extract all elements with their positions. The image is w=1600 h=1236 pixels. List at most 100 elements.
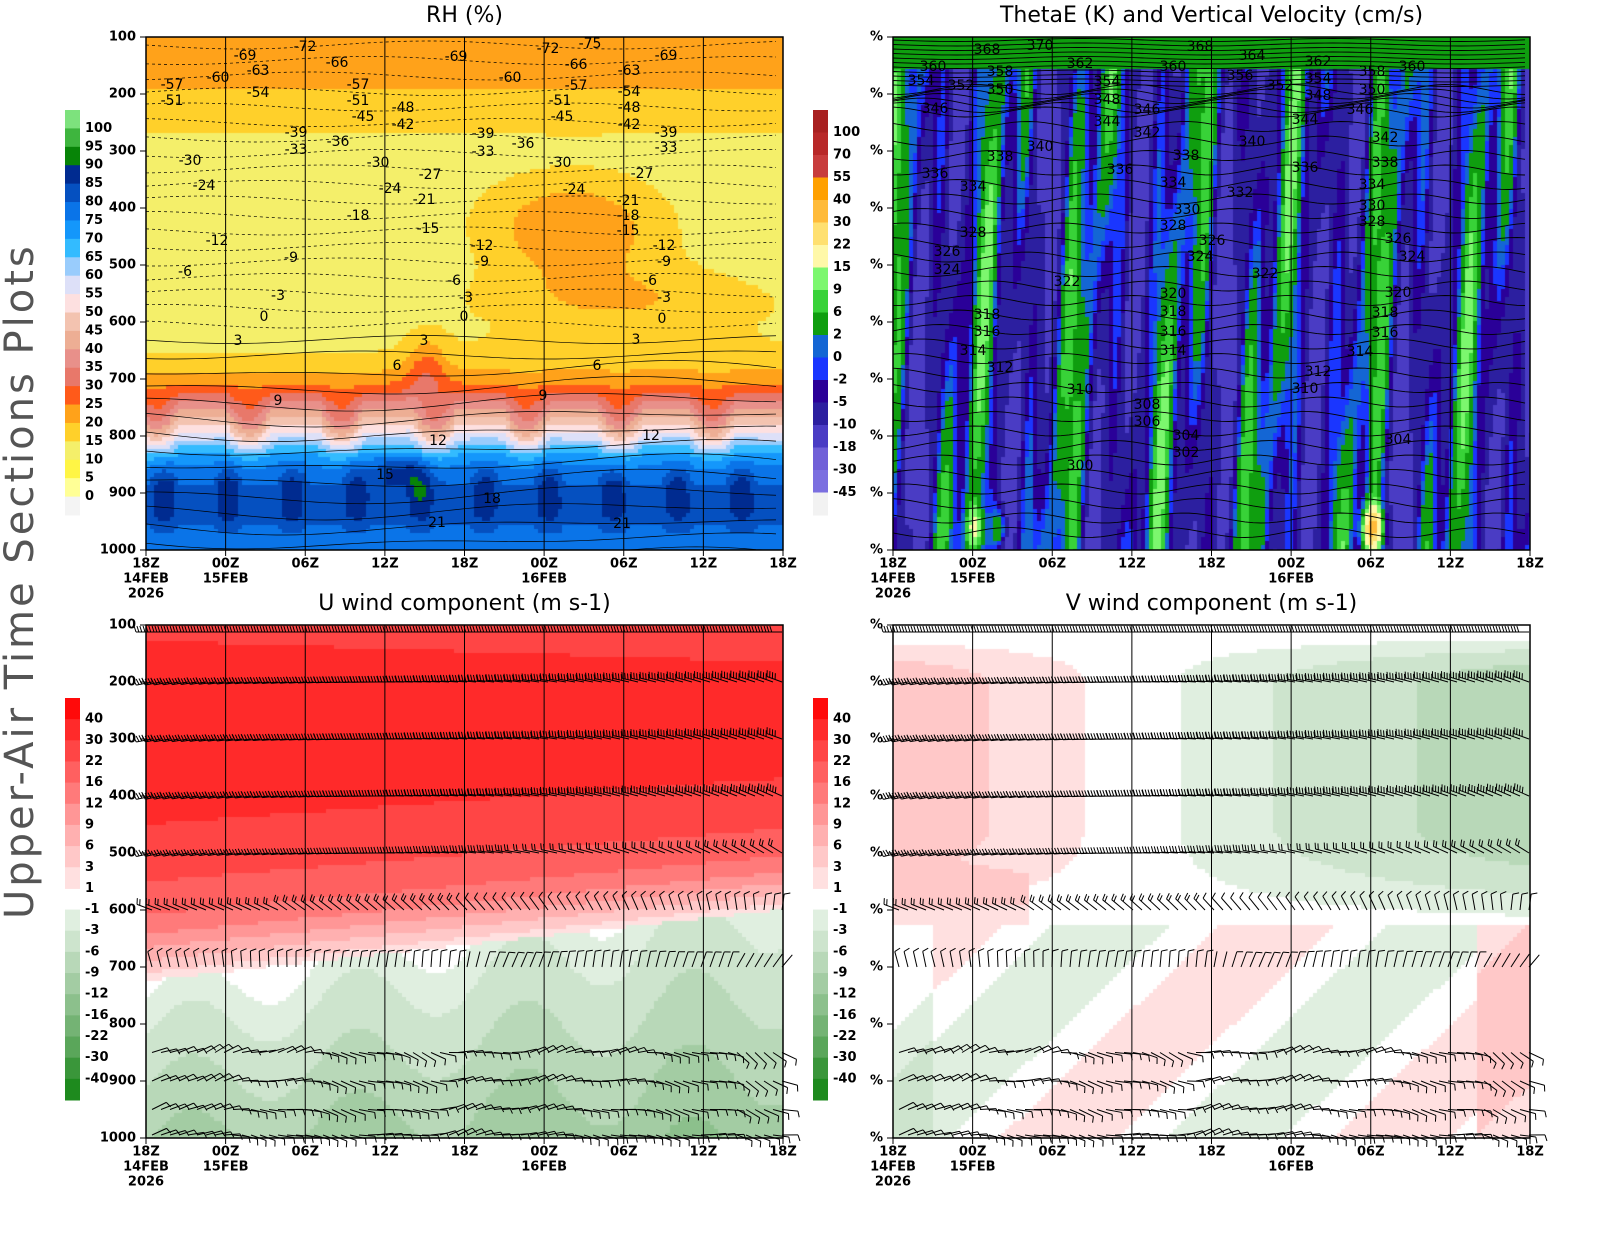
thetae-contour-line (892, 222, 1526, 234)
barb-flag (379, 846, 383, 853)
barb-flag (1366, 625, 1370, 633)
barb-flag (766, 783, 769, 790)
wind-barb (178, 1046, 199, 1053)
barb-flag (883, 625, 887, 633)
barb-flag (437, 1112, 439, 1119)
barb-flag (180, 678, 185, 685)
colorbar-swatch (813, 245, 828, 268)
barb-flag (406, 675, 410, 682)
barb-flag (1000, 625, 1004, 633)
barb-flag (739, 625, 743, 633)
barb-flag (1345, 625, 1349, 633)
barb-flag (195, 678, 200, 685)
barb-flag (557, 788, 560, 795)
barb-flag (449, 845, 452, 852)
barb-flag (747, 1090, 751, 1097)
chart-title: RH (%) (426, 3, 503, 28)
barb-flag (479, 674, 482, 681)
wind-barb (673, 1134, 690, 1147)
barb-flag (550, 625, 554, 633)
barb-flag (239, 1133, 243, 1140)
barb-flag (156, 678, 161, 685)
barb-flag (1066, 676, 1070, 683)
colorbar-swatch (65, 740, 80, 762)
barb-flag (295, 848, 299, 855)
barb-flag (415, 789, 419, 796)
barb-flag (201, 791, 206, 798)
barb-flag (142, 625, 146, 633)
barb-flag (608, 673, 611, 680)
barb-flag (423, 949, 430, 952)
barb-flag (283, 625, 287, 633)
wind-barb (268, 1047, 285, 1053)
barb-flag (676, 625, 680, 633)
barb-flag (228, 848, 233, 855)
barb-shaft (412, 951, 415, 968)
barb-flag (340, 625, 344, 633)
barb-flag (412, 675, 416, 682)
barb-flag (679, 625, 683, 633)
wind-barb (592, 949, 602, 968)
barb-flag (320, 1111, 323, 1119)
barb-flag (455, 892, 460, 899)
barb-flag (610, 625, 614, 633)
barb-flag (572, 1133, 576, 1140)
barb-flag (617, 1111, 620, 1118)
barb-flag (1057, 625, 1061, 633)
barb-flag (506, 674, 509, 681)
wind-barb (183, 947, 190, 968)
barb-flag (644, 1078, 648, 1085)
barb-flag (424, 675, 428, 682)
barb-flag (424, 1060, 428, 1068)
barb-flag (536, 674, 539, 681)
barb-flag (428, 892, 432, 899)
barb-flag (273, 676, 278, 684)
barb-flag (560, 673, 563, 680)
wind-barb (494, 844, 513, 854)
barb-flag (427, 789, 431, 796)
wind-barb (687, 890, 694, 911)
wind-barb (639, 728, 657, 740)
barb-flag (313, 733, 317, 740)
barb-flag (361, 789, 365, 797)
barb-flag (241, 849, 245, 856)
wind-barb (510, 891, 522, 911)
barb-flag (1244, 674, 1247, 681)
barb-flag (765, 892, 773, 895)
barb-flag (193, 898, 195, 906)
colorbar-swatch (65, 459, 80, 479)
barb-flag (757, 783, 760, 790)
barb-flag (264, 733, 269, 741)
barb-flag (535, 625, 539, 633)
barb-flag (255, 677, 260, 684)
barb-shaft (727, 951, 734, 968)
barb-flag (349, 733, 353, 740)
barb-flag (1192, 732, 1196, 739)
barb-flag (406, 625, 410, 633)
wind-barb (648, 671, 666, 683)
wind-barb (547, 891, 558, 911)
barb-flag (414, 949, 421, 952)
thetae-contour-line (892, 367, 1526, 379)
barb-flag (301, 676, 305, 683)
wind-barb (282, 894, 297, 911)
barb-flag (266, 1112, 268, 1120)
barb-flag (327, 894, 332, 901)
barb-flag (461, 674, 464, 682)
barb-flag (581, 787, 584, 794)
barb-flag (280, 848, 284, 855)
barb-flag (634, 625, 638, 633)
barb-flag (1283, 731, 1286, 738)
barb-flag (1219, 731, 1223, 739)
barb-flag (769, 784, 772, 791)
wind-barb (503, 730, 522, 740)
barb-flag (502, 674, 506, 682)
barb-flag (367, 732, 371, 740)
barb-flag (579, 786, 581, 794)
barb-flag (1126, 625, 1130, 633)
barb-flag (439, 894, 444, 901)
barb-flag (313, 790, 317, 797)
barb-shaft (205, 1043, 221, 1053)
barb-flag (688, 625, 692, 633)
wind-barb (659, 890, 666, 911)
